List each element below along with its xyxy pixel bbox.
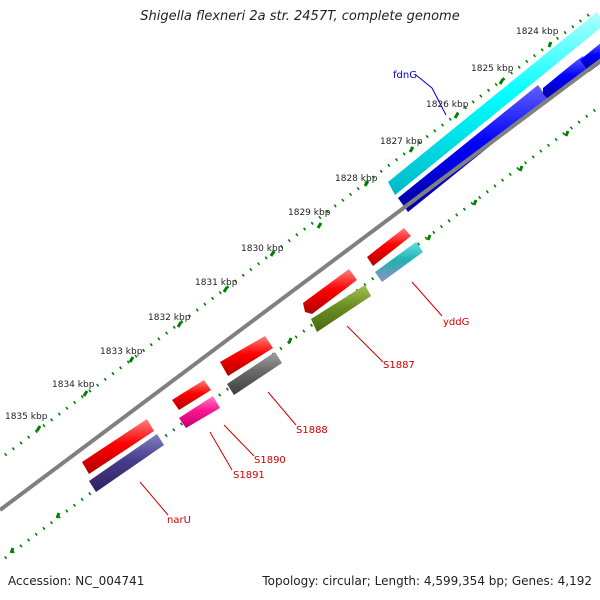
fdnG-cds-segment	[543, 56, 588, 100]
gene-label-yddG: yddG	[443, 317, 469, 328]
tick-label: 1832 kbp	[148, 313, 191, 323]
S1887-feature	[311, 285, 371, 332]
tick-label: 1829 kbp	[288, 208, 331, 218]
gene-label-S1890: S1890	[254, 455, 286, 466]
inner-minor-ticks	[4, 108, 596, 560]
S1890-leader	[223, 424, 255, 457]
S1888-gene	[220, 336, 282, 395]
tick-label: 1830 kbp	[241, 244, 284, 254]
fdnG-feature	[388, 12, 600, 195]
tick-label: 1826 kbp	[426, 100, 469, 110]
narU-leader	[139, 481, 169, 516]
genome-summary-text: Topology: circular; Length: 4,599,354 bp…	[262, 574, 592, 588]
gene-leaders	[139, 74, 447, 516]
fdnG-leader	[415, 74, 447, 116]
yddG-feature	[375, 242, 423, 282]
accession-text: Accession: NC_004741	[8, 574, 145, 588]
genome-backbone	[0, 58, 600, 512]
S1888-leader	[267, 391, 297, 426]
tick-label: 1835 kbp	[5, 412, 48, 422]
S1887-gene	[303, 269, 371, 332]
gene-label-S1888: S1888	[296, 425, 328, 436]
gene-label-narU: narU	[167, 515, 191, 526]
S1887-leader	[346, 325, 384, 363]
outer-major-ticks	[35, 41, 553, 432]
tick-label: 1828 kbp	[335, 174, 378, 184]
inner-tick-ring	[4, 108, 596, 560]
gene-label-S1891: S1891	[233, 470, 265, 481]
tick-label: 1831 kbp	[195, 278, 238, 288]
narU-gene	[82, 419, 164, 492]
S1888-feature	[227, 352, 282, 395]
narU-cds	[82, 419, 154, 474]
S1887-cds	[303, 269, 357, 314]
tick-labels: 1824 kbp 1825 kbp 1826 kbp 1827 kbp 1828…	[5, 27, 559, 422]
tick-label: 1834 kbp	[52, 380, 95, 390]
gene-label-fdnG: fdnG	[393, 70, 417, 81]
S1890-feature	[179, 396, 220, 428]
outer-tick-ring	[4, 8, 596, 457]
narU-feature	[89, 434, 164, 492]
fdnG-track	[388, 12, 600, 212]
yddG-leader	[411, 281, 443, 317]
S1890-gene	[172, 380, 220, 428]
S1888-cds	[220, 336, 273, 376]
S1890-cds	[172, 380, 211, 410]
fdnG-cds-segment	[398, 85, 548, 212]
map-title: Shigella flexneri 2a str. 2457T, complet…	[140, 9, 460, 24]
tick-label: 1827 kbp	[380, 137, 423, 147]
tick-label: 1833 kbp	[100, 347, 143, 357]
gene-labels: fdnG yddG S1887 S1888 S1890 S1891 narU	[167, 70, 469, 526]
gene-label-S1887: S1887	[383, 360, 415, 371]
tick-label: 1825 kbp	[471, 64, 514, 74]
yddG-gene	[367, 228, 423, 282]
S1891-leader	[209, 431, 233, 471]
yddG-cds	[367, 228, 411, 266]
outer-minor-ticks	[4, 8, 596, 457]
tick-label: 1824 kbp	[516, 27, 559, 37]
